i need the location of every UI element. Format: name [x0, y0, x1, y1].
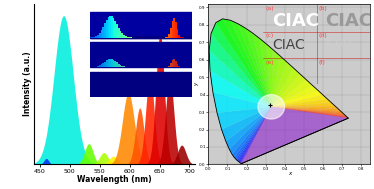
Polygon shape — [271, 107, 347, 117]
Polygon shape — [213, 92, 271, 113]
Polygon shape — [271, 61, 293, 107]
Polygon shape — [271, 107, 348, 118]
Polygon shape — [209, 33, 271, 107]
Polygon shape — [271, 74, 306, 107]
Polygon shape — [221, 107, 271, 141]
Polygon shape — [271, 107, 348, 118]
Polygon shape — [271, 107, 342, 112]
Polygon shape — [271, 103, 335, 107]
Polygon shape — [236, 107, 271, 160]
Y-axis label: Intensity (a.u.): Intensity (a.u.) — [23, 52, 32, 116]
Polygon shape — [271, 107, 348, 118]
Polygon shape — [271, 107, 348, 118]
Polygon shape — [238, 24, 271, 107]
Polygon shape — [242, 107, 271, 163]
Polygon shape — [232, 107, 271, 157]
Polygon shape — [271, 107, 347, 118]
Polygon shape — [266, 43, 273, 107]
Polygon shape — [271, 90, 323, 107]
Polygon shape — [211, 23, 271, 107]
Polygon shape — [239, 107, 271, 163]
Polygon shape — [271, 79, 312, 107]
Polygon shape — [271, 85, 318, 107]
Polygon shape — [238, 107, 271, 162]
Polygon shape — [271, 68, 300, 107]
Polygon shape — [217, 107, 271, 129]
Polygon shape — [271, 106, 338, 109]
Polygon shape — [229, 107, 271, 154]
Polygon shape — [241, 107, 271, 164]
Polygon shape — [271, 107, 340, 111]
Polygon shape — [242, 107, 271, 163]
Polygon shape — [241, 107, 271, 164]
Polygon shape — [271, 49, 279, 107]
Polygon shape — [271, 107, 348, 118]
Polygon shape — [271, 107, 347, 117]
Polygon shape — [271, 107, 348, 118]
Polygon shape — [242, 107, 348, 163]
Polygon shape — [230, 20, 271, 107]
Polygon shape — [216, 19, 271, 107]
Polygon shape — [223, 19, 271, 107]
Polygon shape — [237, 107, 271, 161]
Polygon shape — [271, 107, 348, 118]
X-axis label: x: x — [288, 171, 291, 176]
Polygon shape — [240, 107, 271, 163]
Polygon shape — [259, 38, 271, 107]
Polygon shape — [241, 107, 271, 164]
Polygon shape — [271, 107, 345, 115]
Polygon shape — [271, 95, 328, 107]
Polygon shape — [271, 55, 286, 107]
Polygon shape — [226, 107, 271, 149]
Polygon shape — [209, 50, 271, 107]
Polygon shape — [240, 107, 271, 163]
Y-axis label: y: y — [194, 82, 199, 86]
Polygon shape — [242, 107, 271, 163]
Polygon shape — [271, 107, 348, 118]
Polygon shape — [245, 28, 271, 107]
Polygon shape — [271, 107, 348, 118]
Polygon shape — [271, 107, 343, 113]
Polygon shape — [271, 107, 347, 117]
Polygon shape — [271, 107, 346, 116]
Polygon shape — [271, 107, 348, 118]
Polygon shape — [271, 107, 344, 115]
Polygon shape — [241, 107, 271, 164]
Polygon shape — [271, 99, 332, 107]
Polygon shape — [210, 70, 271, 107]
Polygon shape — [242, 107, 271, 164]
Polygon shape — [240, 107, 271, 163]
X-axis label: Wavelength (nm): Wavelength (nm) — [77, 175, 152, 184]
Circle shape — [258, 94, 285, 119]
Polygon shape — [241, 107, 271, 163]
Polygon shape — [252, 33, 271, 107]
Polygon shape — [234, 107, 271, 159]
